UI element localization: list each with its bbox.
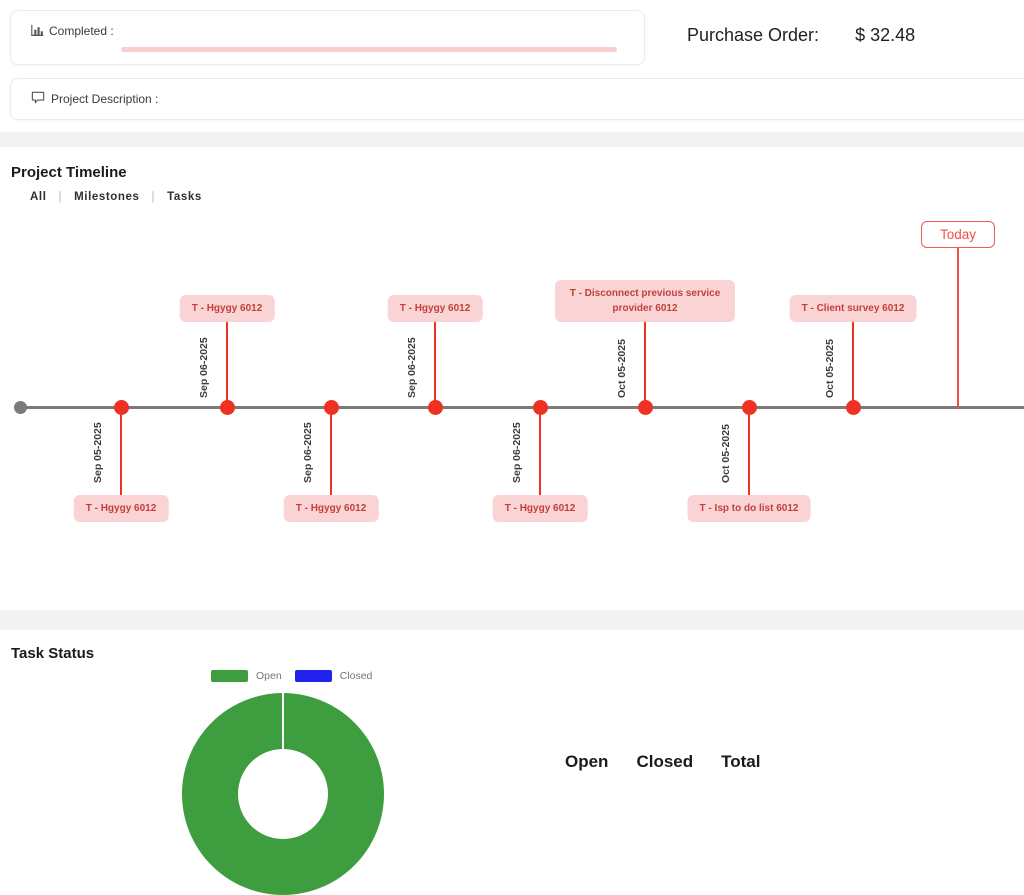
table-header-open: Open (565, 752, 609, 771)
legend-entry-closed[interactable]: Closed (294, 670, 373, 682)
timeline-point[interactable] (533, 400, 548, 415)
completed-label: Completed : (49, 24, 114, 38)
table-header-closed: Closed (636, 752, 694, 771)
timeline-date: Oct 05-2025 (720, 424, 732, 483)
timeline-filter-milestones[interactable]: Milestones (74, 191, 140, 203)
legend-swatch-closed (294, 670, 332, 682)
donut-segment-divider (282, 693, 284, 750)
purchase-order: Purchase Order: $ 32.48 (687, 25, 915, 46)
timeline-stem (330, 408, 332, 495)
timeline-point[interactable] (220, 400, 235, 415)
comment-icon (31, 91, 45, 109)
completed-card: Completed : (10, 10, 645, 65)
table-header-total: Total (721, 752, 761, 771)
timeline-date: Sep 06-2025 (511, 422, 523, 483)
timeline-stem (120, 408, 122, 495)
timeline-date: Sep 06-2025 (406, 337, 418, 398)
timeline-filter-all[interactable]: All (30, 191, 47, 203)
timeline-date: Sep 06-2025 (302, 422, 314, 483)
timeline-stem (748, 408, 750, 495)
timeline-task-label[interactable]: T - Client survey 6012 (789, 295, 917, 322)
timeline-task-label[interactable]: T - Hgygy 6012 (179, 295, 275, 322)
timeline-task-label[interactable]: T - Hgygy 6012 (73, 495, 169, 522)
status-table-headers: Open Closed Total (565, 752, 761, 772)
purchase-order-label: Purchase Order: (687, 25, 820, 45)
timeline-date: Sep 05-2025 (92, 422, 104, 483)
project-description-label: Project Description : (51, 92, 159, 106)
timeline-date: Sep 06-2025 (198, 337, 210, 398)
timeline-point[interactable] (114, 400, 129, 415)
timeline-stem (644, 322, 646, 408)
project-description-card[interactable]: Project Description : (10, 78, 1024, 120)
filter-separator: | (151, 191, 156, 203)
timeline-task-label[interactable]: T - Isp to do list 6012 (687, 495, 811, 522)
completed-progress-bar (121, 47, 617, 52)
timeline-filter-tasks[interactable]: Tasks (167, 191, 202, 203)
section-divider (0, 132, 1024, 147)
status-legend: Open Closed (211, 670, 372, 682)
timeline-filters: All | Milestones | Tasks (30, 191, 202, 203)
legend-label: Open (256, 670, 282, 682)
timeline-stem (539, 408, 541, 495)
timeline-point[interactable] (638, 400, 653, 415)
task-status-title: Task Status (11, 645, 95, 662)
timeline-stem (226, 322, 228, 408)
timeline-task-label[interactable]: T - Hgygy 6012 (283, 495, 379, 522)
timeline-task-label[interactable]: T - Hgygy 6012 (492, 495, 588, 522)
today-badge: Today (920, 221, 996, 248)
timeline-date: Oct 05-2025 (616, 339, 628, 398)
legend-label: Closed (339, 670, 373, 682)
section-divider (0, 610, 1024, 630)
timeline-date: Oct 05-2025 (824, 339, 836, 398)
legend-entry-open[interactable]: Open (211, 670, 282, 682)
purchase-order-value: $ 32.48 (855, 25, 916, 45)
today-marker-line (957, 247, 959, 408)
timeline-point[interactable] (846, 400, 861, 415)
timeline-stem (434, 322, 436, 408)
donut-chart (182, 693, 384, 895)
bar-chart-icon (31, 24, 44, 42)
timeline-task-label[interactable]: T - Hgygy 6012 (387, 295, 483, 322)
donut-hole (238, 749, 328, 839)
filter-separator: | (58, 191, 63, 203)
timeline-base-line (20, 406, 1024, 409)
timeline-point[interactable] (742, 400, 757, 415)
timeline-point[interactable] (324, 400, 339, 415)
timeline-start-dot (14, 401, 27, 414)
timeline-section-title: Project Timeline (11, 164, 127, 181)
timeline-task-label[interactable]: T - Disconnect previous service provider… (555, 280, 735, 322)
timeline-point[interactable] (428, 400, 443, 415)
timeline-stem (852, 322, 854, 408)
legend-swatch-open (211, 670, 248, 682)
